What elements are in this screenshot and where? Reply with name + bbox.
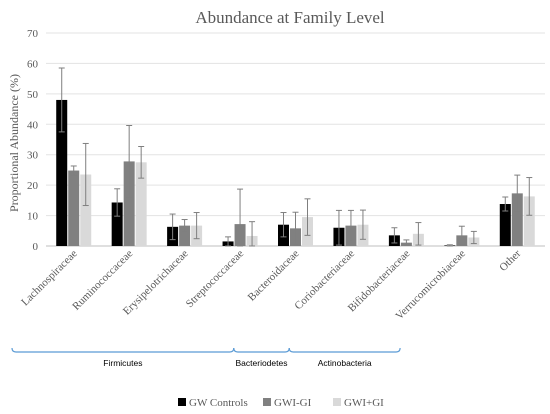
x-tick-label: Streptococcaceae [184, 248, 247, 311]
phylum-label: Bacteriodetes [236, 358, 288, 368]
bar [511, 193, 523, 246]
phylum-bracket [288, 347, 401, 353]
phylum-bracket [11, 347, 235, 353]
y-tick-label: 20 [27, 180, 39, 192]
bar [56, 99, 68, 246]
y-tick-label: 30 [27, 150, 39, 162]
bar [499, 204, 511, 246]
y-tick-label: 60 [27, 58, 39, 70]
bar [80, 174, 92, 246]
bar [179, 225, 191, 246]
bar [68, 170, 80, 246]
legend-label: GWI-GI [274, 397, 312, 409]
y-tick-label: 50 [27, 89, 39, 101]
y-axis-ticks: 0 10 20 30 40 50 60 70 [27, 28, 39, 253]
chart-title: Abundance at Family Level [195, 8, 385, 27]
phylum-bracket [233, 347, 290, 353]
x-tick-label: Lachnospiraceae [19, 248, 80, 309]
y-tick-label: 0 [33, 241, 39, 253]
x-axis-category-labels: LachnospiraceaeRuminococcaceaeErysipelot… [19, 247, 524, 322]
phylum-group-brackets: Firmicutes Bacteriodetes Actinobacteria [11, 347, 401, 368]
phylum-label: Actinobacteria [318, 358, 372, 368]
x-tick-label: Bacteroidaceae [246, 248, 302, 304]
x-tick-label: Other [497, 247, 523, 273]
phylum-label: Firmicutes [103, 358, 142, 368]
y-tick-label: 40 [27, 119, 39, 131]
gridlines [46, 32, 545, 217]
bar [111, 202, 123, 246]
bar [523, 196, 535, 246]
bar [123, 161, 135, 246]
y-tick-label: 70 [27, 28, 39, 40]
legend-label: GW Controls [189, 397, 248, 409]
error-bars [58, 67, 533, 247]
legend-swatch [263, 398, 271, 406]
legend-swatch [178, 398, 186, 406]
bar [135, 162, 147, 246]
y-tick-label: 10 [27, 211, 39, 223]
legend-swatch [333, 398, 341, 406]
legend: GW Controls GWI-GI GWI+GI [178, 397, 384, 409]
legend-label: GWI+GI [344, 397, 384, 409]
x-tick-label: Coriobacteriaceae [292, 248, 357, 313]
y-axis-label: Proportional Abundance (%) [7, 74, 21, 212]
